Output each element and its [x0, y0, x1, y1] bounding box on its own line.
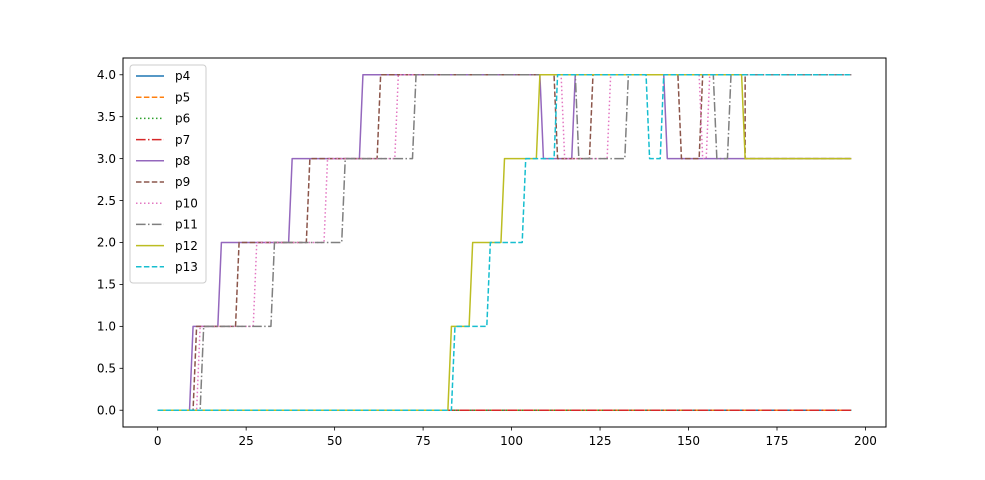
- x-tick-label: 0: [154, 434, 162, 448]
- y-tick-label: 2.0: [97, 236, 116, 250]
- x-tick-label: 50: [327, 434, 342, 448]
- ticks-layer: 0 25 50 75 100 125 150 175 200 0.0 0.5 1.0 1.5 2.0 2.5…: [97, 68, 877, 448]
- series-line-p10: [157, 74, 852, 411]
- legend-label-p6: p6: [175, 112, 190, 126]
- y-tick-label: 0.5: [97, 361, 116, 375]
- legend-label-p12: p12: [175, 239, 198, 253]
- legend-label-p5: p5: [175, 90, 190, 104]
- y-tick-label: 3.0: [97, 152, 116, 166]
- series-line-p12: [157, 74, 852, 411]
- legend-label-p4: p4: [175, 69, 190, 83]
- legend: p4 p5 p6 p7 p8 p9 p10 p11 p12 p13: [129, 64, 207, 284]
- x-tick-label: 125: [589, 434, 612, 448]
- legend-label-p13: p13: [175, 260, 198, 274]
- x-tick-label: 75: [415, 434, 430, 448]
- y-tick-label: 1.5: [97, 278, 116, 292]
- y-tick-label: 4.0: [97, 68, 116, 82]
- y-tick-label: 1.0: [97, 320, 116, 334]
- series-layer: [157, 74, 852, 411]
- y-tick-label: 2.5: [97, 194, 116, 208]
- series-line-p11: [157, 74, 852, 411]
- legend-label-p9: p9: [175, 175, 190, 189]
- series-line-p13: [157, 74, 852, 411]
- y-tick-label: 0.0: [97, 403, 116, 417]
- x-tick-label: 25: [239, 434, 254, 448]
- legend-box: [129, 64, 207, 284]
- x-tick-label: 175: [766, 434, 789, 448]
- x-tick-label: 150: [677, 434, 700, 448]
- legend-label-p8: p8: [175, 154, 190, 168]
- legend-label-p7: p7: [175, 133, 190, 147]
- legend-label-p10: p10: [175, 196, 198, 210]
- legend-label-p11: p11: [175, 218, 198, 232]
- x-tick-label: 200: [854, 434, 877, 448]
- y-tick-label: 3.5: [97, 110, 116, 124]
- x-tick-label: 100: [500, 434, 523, 448]
